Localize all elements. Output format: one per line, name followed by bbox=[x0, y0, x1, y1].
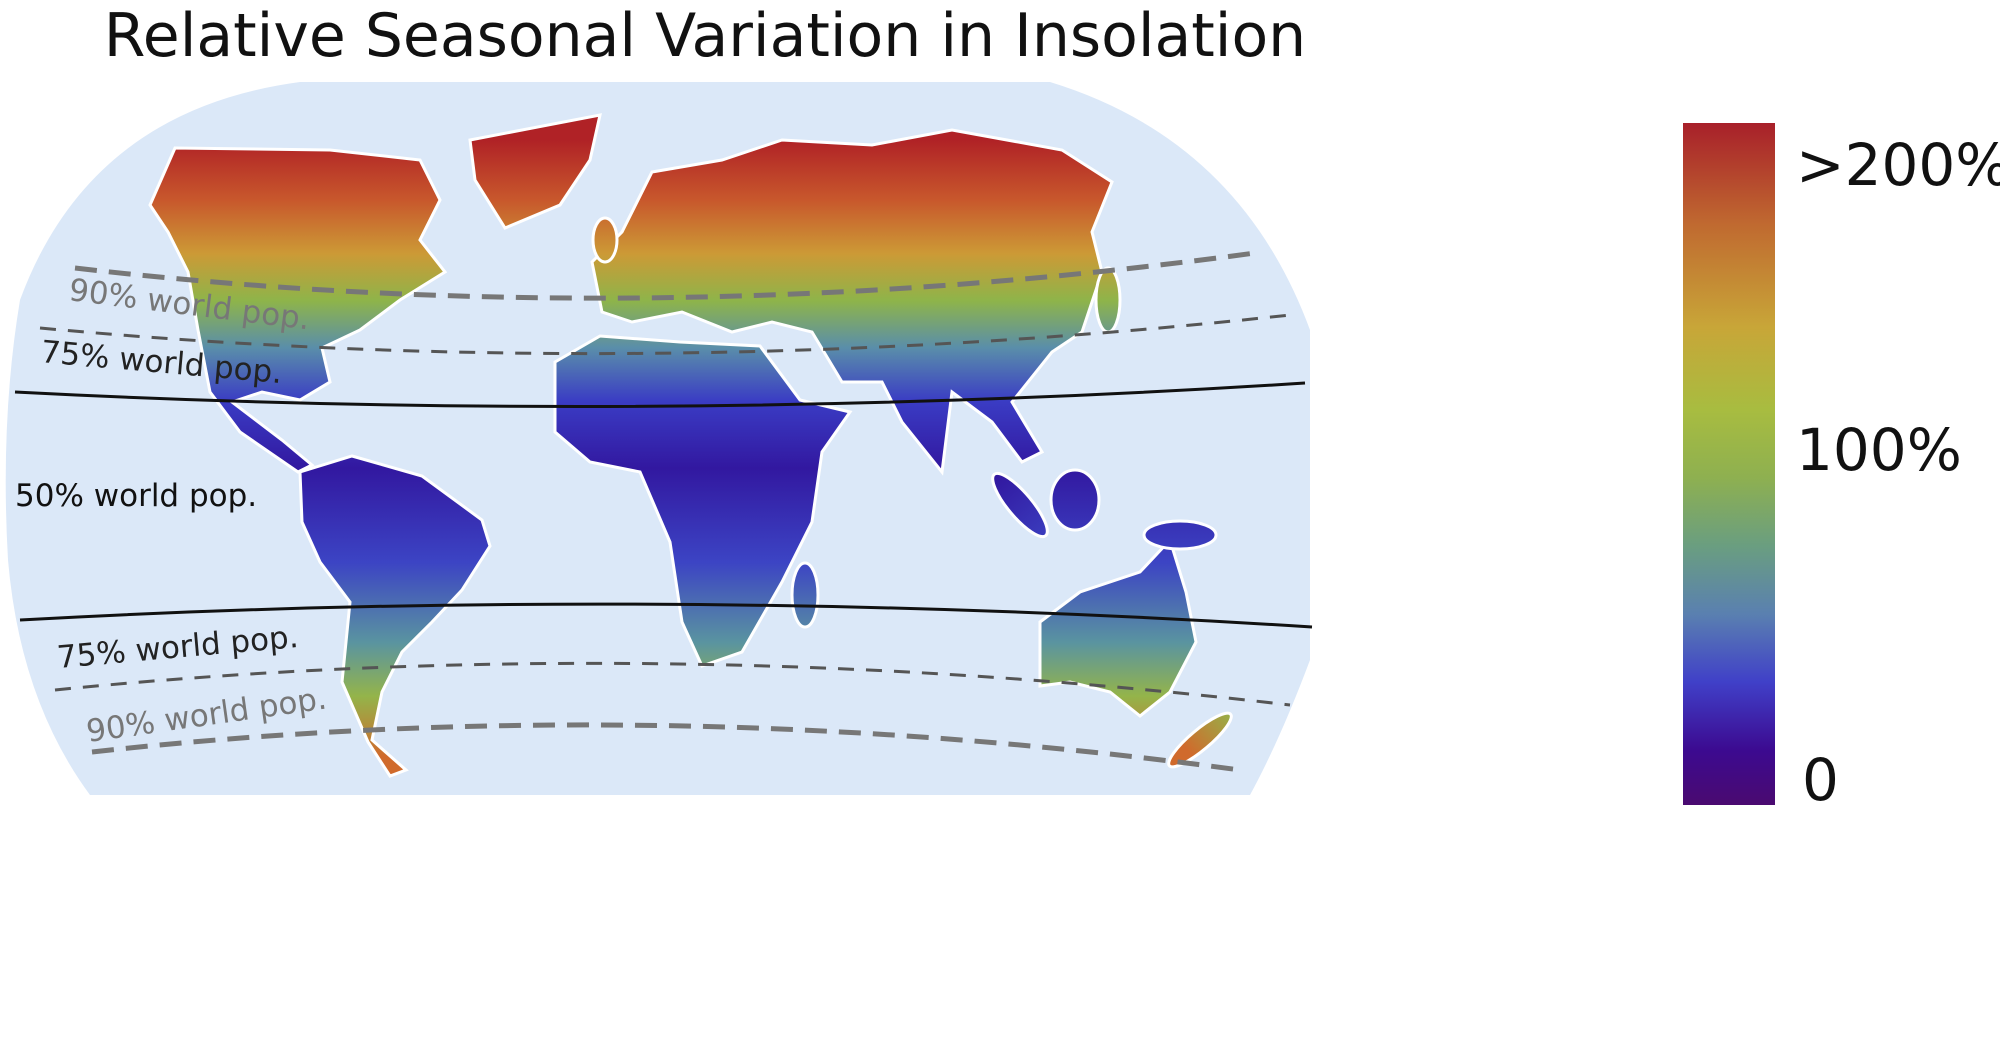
north-america bbox=[148, 146, 448, 474]
south-50-line bbox=[19, 602, 1313, 629]
madagascar bbox=[790, 561, 820, 629]
japan bbox=[1094, 266, 1122, 334]
south-america bbox=[298, 454, 492, 778]
eurasia bbox=[590, 128, 1114, 476]
population-band-lines bbox=[14, 250, 1313, 773]
colorbar-mid-label: 100% bbox=[1796, 416, 1962, 484]
south-75-line bbox=[54, 661, 1291, 707]
africa bbox=[553, 334, 853, 668]
north-50-line bbox=[14, 381, 1306, 409]
map-title: Relative Seasonal Variation in Insolatio… bbox=[103, 1, 1307, 71]
land-masses bbox=[148, 113, 1233, 778]
borneo bbox=[1049, 468, 1101, 532]
colorbar-min-label: 0 bbox=[1802, 746, 1839, 814]
equatorial-50-label: 50% world pop. bbox=[15, 478, 257, 514]
colorbar: >200% 100% 0 bbox=[1683, 123, 2000, 814]
new-guinea bbox=[1142, 519, 1218, 551]
north-90-line bbox=[74, 250, 1256, 301]
sumatra bbox=[991, 471, 1049, 539]
new-zealand bbox=[1167, 711, 1233, 769]
greenland bbox=[468, 113, 602, 230]
great-britain bbox=[591, 216, 619, 264]
colorbar-max-label: >200% bbox=[1796, 131, 2000, 199]
colorbar-gradient bbox=[1683, 123, 1775, 805]
north-75-line bbox=[39, 313, 1291, 356]
